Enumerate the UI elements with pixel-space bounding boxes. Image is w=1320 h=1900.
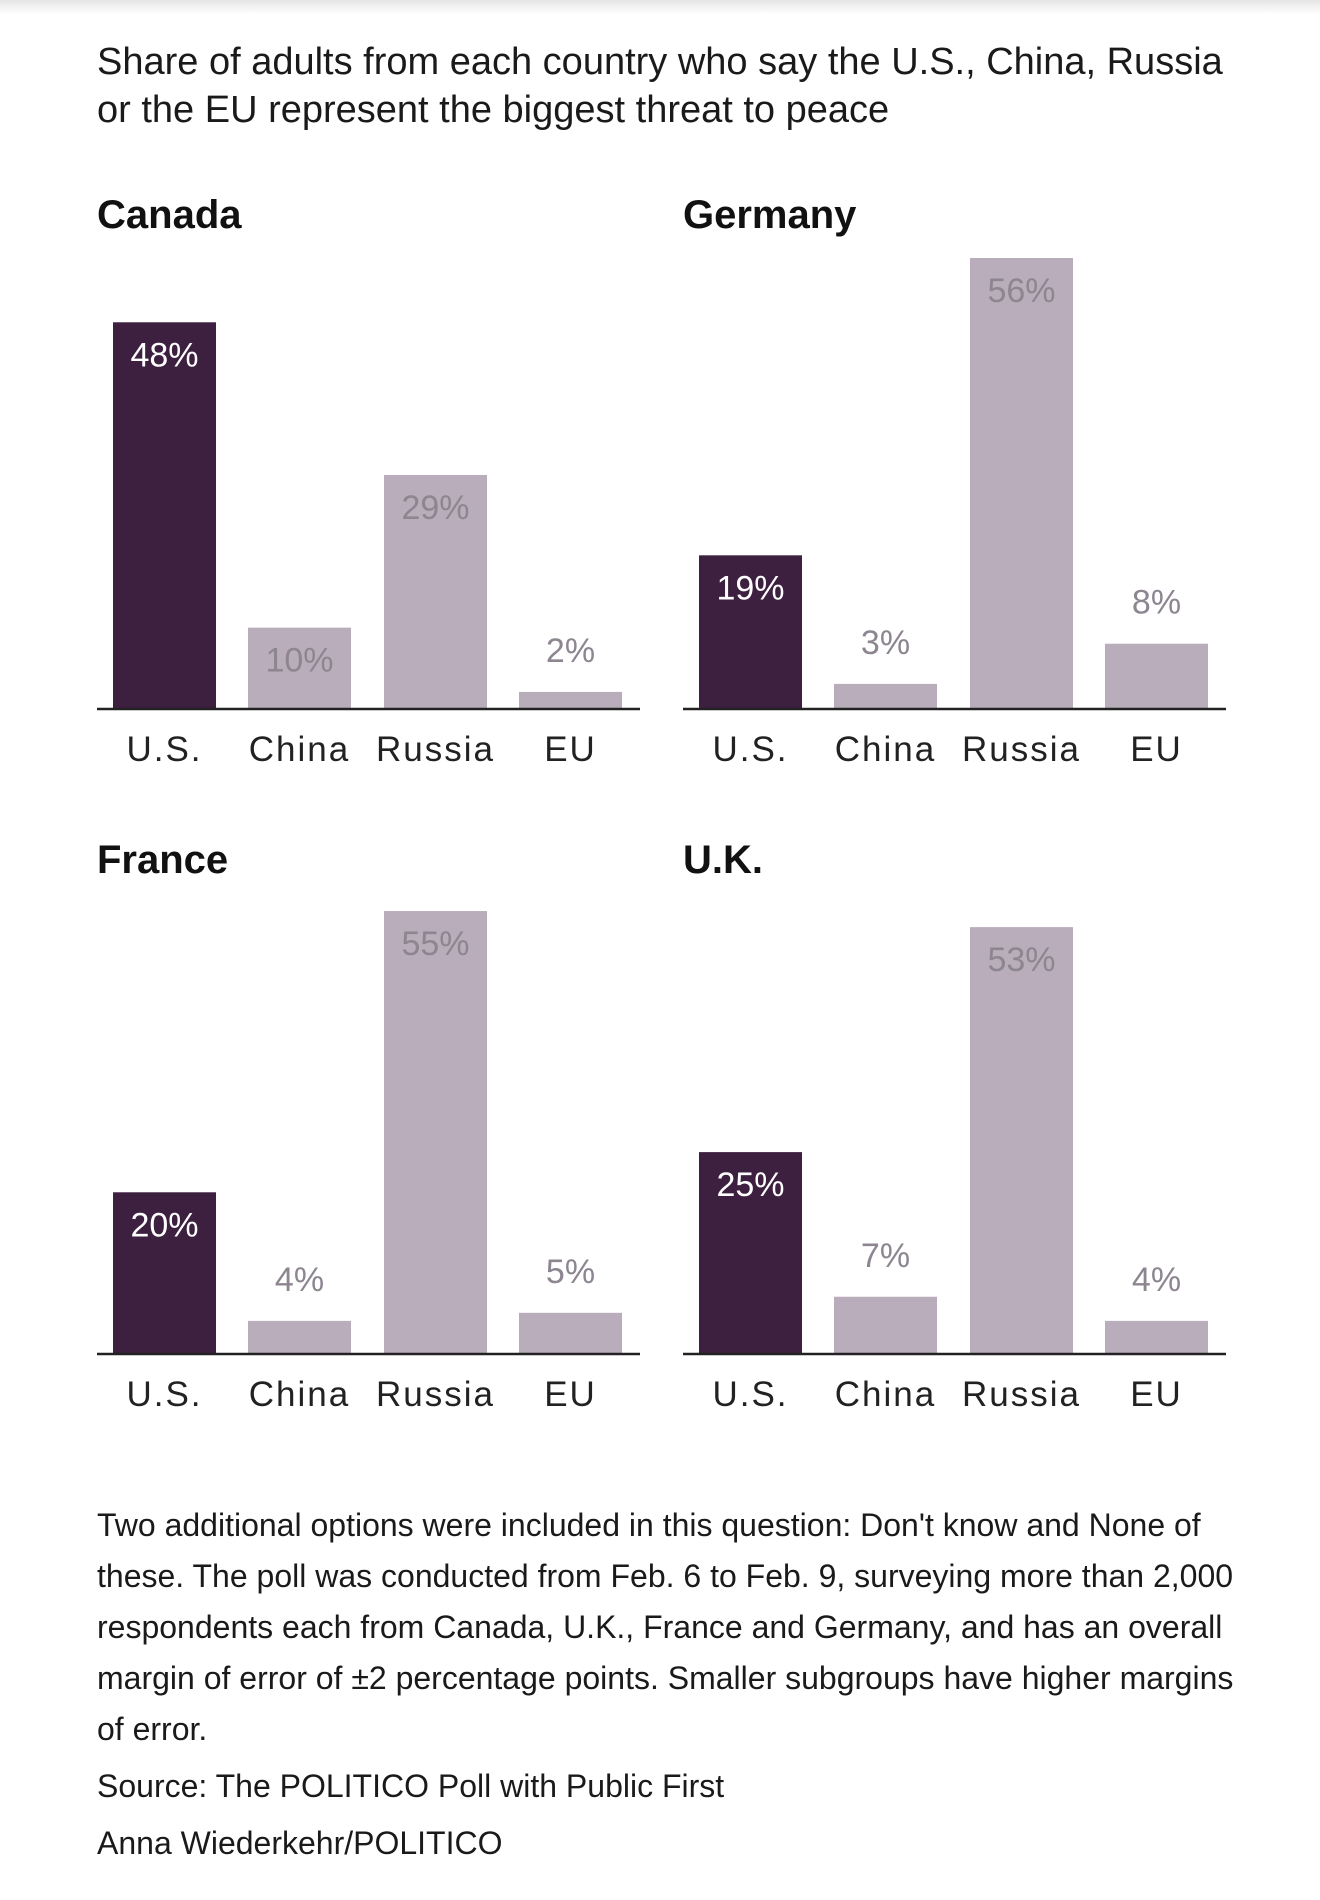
bar-eu xyxy=(519,1312,622,1353)
bar-chart-uk: 25% U.S. 7% China 53% Russia 4% EU xyxy=(683,927,1226,1414)
bar-us xyxy=(699,555,802,708)
bar-value-label: 56% xyxy=(987,272,1055,310)
panel-title: Germany xyxy=(683,193,857,237)
bar-value-label: 55% xyxy=(401,925,469,963)
category-label: EU xyxy=(1130,1375,1183,1414)
source-line: Source: The POLITICO Poll with Public Fi… xyxy=(97,1768,725,1804)
category-label: U.S. xyxy=(712,730,788,769)
top-shadow xyxy=(0,0,1320,14)
bar-china xyxy=(248,627,351,708)
category-label: China xyxy=(249,730,350,769)
bar-china xyxy=(834,683,937,708)
bar-china xyxy=(248,1320,351,1353)
chart-panel-france: France 20% U.S. 4% China 55% Russia 5% EU xyxy=(97,835,657,1414)
bar-chart-france: 20% U.S. 4% China 55% Russia 5% EU xyxy=(97,911,640,1414)
bar-eu xyxy=(1105,643,1208,708)
category-label: Russia xyxy=(962,1375,1081,1414)
bar-value-label: 25% xyxy=(716,1166,784,1204)
category-label: EU xyxy=(544,1375,597,1414)
bar-value-label: 48% xyxy=(130,336,198,374)
bar-us xyxy=(113,322,216,708)
category-label: EU xyxy=(544,730,597,769)
bar-russia xyxy=(384,474,487,708)
panel-title: U.K. xyxy=(683,838,763,882)
bar-value-label: 2% xyxy=(546,632,595,670)
bar-chart-canada: 48% U.S. 10% China 29% Russia 2% EU xyxy=(97,322,640,769)
credit-line: Anna Wiederkehr/POLITICO xyxy=(97,1825,503,1861)
bar-russia xyxy=(384,911,487,1353)
chart-panel-germany: Germany 19% U.S. 3% China 56% Russia 8% EU xyxy=(683,190,1243,769)
category-label: Russia xyxy=(376,1375,495,1414)
chart-notes: Two additional options were included in … xyxy=(97,1500,1237,1869)
bar-value-label: 19% xyxy=(716,569,784,607)
bar-value-label: 5% xyxy=(546,1253,595,1291)
bar-value-label: 7% xyxy=(861,1237,910,1275)
category-label: China xyxy=(835,1375,936,1414)
footnote: Two additional options were included in … xyxy=(97,1507,1234,1747)
bar-us xyxy=(113,1192,216,1353)
bar-russia xyxy=(970,927,1073,1353)
bar-value-label: 10% xyxy=(265,642,333,680)
bar-us xyxy=(699,1152,802,1353)
category-label: EU xyxy=(1130,730,1183,769)
category-label: Russia xyxy=(376,730,495,769)
chart-panel-canada: Canada 48% U.S. 10% China 29% Russia 2% EU xyxy=(97,190,657,769)
category-label: Russia xyxy=(962,730,1081,769)
category-label: China xyxy=(835,730,936,769)
bar-china xyxy=(834,1296,937,1353)
bar-value-label: 20% xyxy=(130,1206,198,1244)
bar-value-label: 4% xyxy=(275,1261,324,1299)
bar-value-label: 29% xyxy=(401,489,469,527)
bar-russia xyxy=(970,258,1073,708)
category-label: U.S. xyxy=(712,1375,788,1414)
bar-eu xyxy=(1105,1320,1208,1353)
chart-panel-uk: U.K. 25% U.S. 7% China 53% Russia 4% EU xyxy=(683,835,1243,1414)
category-label: U.S. xyxy=(126,730,202,769)
bar-value-label: 53% xyxy=(987,941,1055,979)
bar-value-label: 8% xyxy=(1132,584,1181,622)
bar-value-label: 3% xyxy=(861,624,910,662)
bar-value-label: 4% xyxy=(1132,1261,1181,1299)
bar-chart-germany: 19% U.S. 3% China 56% Russia 8% EU xyxy=(683,258,1226,769)
category-label: U.S. xyxy=(126,1375,202,1414)
category-label: China xyxy=(249,1375,350,1414)
chart-subtitle: Share of adults from each country who sa… xyxy=(97,41,1223,131)
panel-title: Canada xyxy=(97,193,242,237)
bar-eu xyxy=(519,691,622,708)
panel-title: France xyxy=(97,838,229,882)
